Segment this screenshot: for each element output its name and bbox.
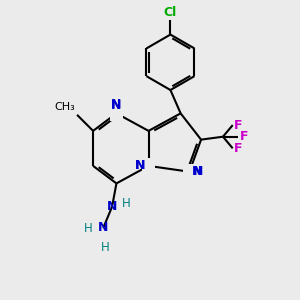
Text: H: H: [122, 197, 131, 210]
Text: H: H: [100, 241, 109, 254]
Text: N: N: [184, 165, 195, 178]
Text: N: N: [111, 107, 122, 120]
Text: H: H: [84, 222, 93, 235]
Text: N: N: [135, 159, 146, 172]
Text: CH₃: CH₃: [54, 103, 75, 112]
Text: F: F: [234, 118, 243, 132]
Text: N: N: [98, 221, 109, 234]
Text: F: F: [234, 142, 243, 155]
Text: Cl: Cl: [164, 5, 177, 19]
Text: N: N: [192, 165, 203, 178]
Text: N: N: [111, 98, 122, 111]
Text: N: N: [107, 200, 117, 213]
Text: N: N: [111, 99, 121, 112]
Text: N: N: [192, 165, 203, 178]
Text: N: N: [135, 159, 146, 172]
Text: N: N: [143, 159, 154, 172]
Text: F: F: [240, 130, 248, 143]
